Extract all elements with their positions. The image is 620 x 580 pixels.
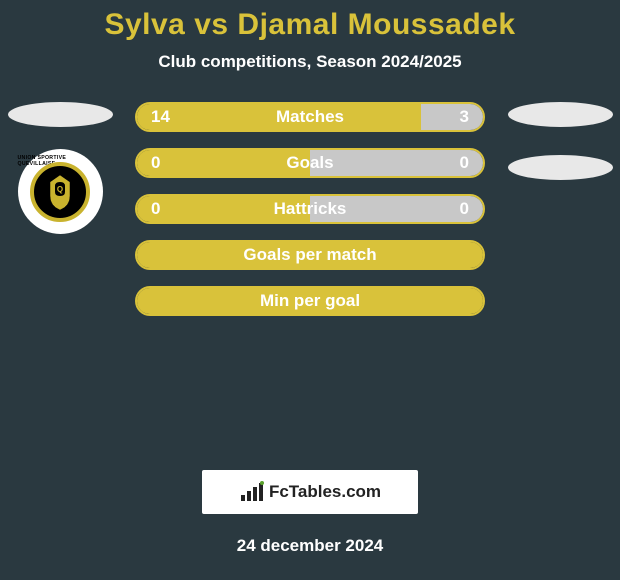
badge-crest-icon: Q [40, 172, 80, 212]
stat-label: Goals per match [137, 242, 483, 268]
svg-text:Q: Q [57, 185, 63, 194]
stat-row: Hattricks0 0 [135, 194, 485, 224]
stat-row: Min per goal [135, 286, 485, 316]
stat-label: Hattricks [137, 196, 483, 222]
player2-photo-placeholder [508, 102, 613, 127]
page-title: Sylva vs Djamal Moussadek [0, 0, 620, 42]
stat-label: Goals [137, 150, 483, 176]
badge-inner: Q [30, 162, 90, 222]
player1-club-badge: UNION SPORTIVE QUEVILLAISE Q [18, 149, 103, 234]
stat-value-right: 0 [460, 196, 469, 222]
stat-value-right: 0 [460, 150, 469, 176]
player2-club-placeholder [508, 155, 613, 180]
player1-name: Sylva [104, 8, 185, 41]
stat-bars: Matches143Goals00Hattricks00Goals per ma… [135, 102, 485, 332]
vs-text: vs [194, 8, 228, 41]
left-column: UNION SPORTIVE QUEVILLAISE Q [5, 102, 115, 234]
stat-value-left: 14 [151, 104, 170, 130]
stat-label: Matches [137, 104, 483, 130]
bars-icon [239, 481, 265, 503]
stat-value-right: 3 [460, 104, 469, 130]
fctables-logo: FcTables.com [202, 470, 418, 514]
stat-label: Min per goal [137, 288, 483, 314]
stat-row: Goals0 0 [135, 148, 485, 178]
stat-row: Goals per match [135, 240, 485, 270]
stat-value-left: 0 [151, 150, 160, 176]
subtitle: Club competitions, Season 2024/2025 [0, 52, 620, 72]
player2-name: Djamal Moussadek [237, 8, 515, 41]
content-area: UNION SPORTIVE QUEVILLAISE Q Matches14 3 G… [0, 102, 620, 462]
generated-date: 24 december 2024 [0, 536, 620, 556]
player1-photo-placeholder [8, 102, 113, 127]
stat-row: Matches14 3 [135, 102, 485, 132]
stat-value-left: 0 [151, 196, 160, 222]
right-column [505, 102, 615, 180]
logo-text: FcTables.com [269, 482, 381, 502]
comparison-card: Sylva vs Djamal Moussadek Club competiti… [0, 0, 620, 580]
